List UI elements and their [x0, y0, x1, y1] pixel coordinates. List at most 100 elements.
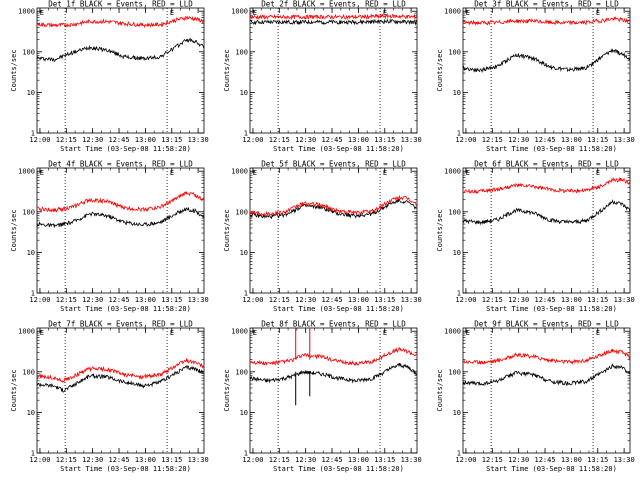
y-tick-label: 1 — [31, 290, 35, 298]
x-tick-label: 12:45 — [108, 456, 129, 464]
x-tick-label: 12:15 — [269, 456, 290, 464]
x-tick-label: 12:00 — [455, 456, 476, 464]
x-axis-label: Start Time (03-Sep-08 11:58:20) — [273, 465, 404, 473]
x-tick-label: 12:45 — [321, 456, 342, 464]
chart-panel-6: Det 6f BLACK = Events, RED = LLD 1 10 100 10… — [426, 160, 639, 320]
y-tick-label: 100 — [235, 208, 248, 216]
e-marker: E — [253, 9, 257, 17]
series-line-lld — [36, 357, 205, 383]
y-tick-label: 1 — [457, 450, 461, 458]
chart-panel-8: Det 8f BLACK = Events, RED = LLD 1 10 100 10… — [213, 320, 426, 480]
chart-svg: Det 4f BLACK = Events, RED = LLD 1 10 100 10… — [10, 160, 209, 314]
y-tick-label: 100 — [235, 48, 248, 56]
series-line-lld — [36, 15, 205, 29]
plot-frame — [249, 327, 418, 454]
x-tick-label: 12:30 — [508, 456, 529, 464]
y-tick-label: 10 — [240, 89, 248, 97]
chart-title: Det 3f BLACK = Events, RED = LLD — [474, 0, 619, 9]
y-tick-label: 100 — [448, 48, 461, 56]
series-line-events — [36, 37, 205, 62]
y-axis-label: Counts/sec — [10, 369, 18, 411]
series-line-events — [462, 48, 631, 73]
x-tick-label: 13:15 — [374, 456, 395, 464]
e-marker: E — [253, 329, 257, 337]
x-tick-label: 12:00 — [242, 136, 263, 144]
x-tick-label: 13:30 — [188, 296, 209, 304]
e-marker: E — [40, 9, 44, 17]
y-tick-label: 100 — [448, 368, 461, 376]
y-axis-label: Counts/sec — [223, 49, 231, 91]
e-marker: E — [466, 329, 470, 337]
x-tick-label: 13:30 — [614, 456, 635, 464]
y-tick-label: 100 — [22, 48, 35, 56]
x-tick-label: 13:30 — [401, 296, 422, 304]
series-line-lld — [462, 348, 631, 365]
series-line-events — [249, 362, 417, 384]
chart-title: Det 5f BLACK = Events, RED = LLD — [261, 160, 406, 169]
y-tick-label: 1000 — [231, 8, 248, 16]
chart-svg: Det 2f BLACK = Events, RED = LLD 1 10 100 10… — [223, 0, 422, 153]
x-tick-label: 13:00 — [561, 296, 582, 304]
y-axis-label: Counts/sec — [223, 209, 231, 251]
y-tick-label: 1 — [244, 130, 248, 138]
x-tick-label: 12:45 — [534, 296, 555, 304]
x-tick-label: 12:45 — [321, 296, 342, 304]
series-line-events — [249, 197, 417, 220]
y-tick-label: 1 — [457, 130, 461, 138]
y-tick-label: 10 — [27, 409, 35, 417]
chart-title: Det 2f BLACK = Events, RED = LLD — [261, 0, 406, 9]
chart-svg: Det 8f BLACK = Events, RED = LLD 1 10 100 10… — [223, 320, 422, 474]
x-tick-label: 13:30 — [401, 456, 422, 464]
e-marker: E — [253, 169, 257, 177]
series-line-events — [36, 207, 205, 229]
series-line-lld — [462, 176, 631, 195]
plot-frame — [249, 7, 418, 134]
e-marker: E — [170, 169, 174, 177]
x-tick-label: 12:00 — [29, 456, 50, 464]
series-line-events — [462, 363, 631, 387]
series-line-lld — [249, 347, 417, 366]
chart-svg: Det 1f BLACK = Events, RED = LLD 1 10 100 10… — [10, 0, 209, 153]
chart-panel-1: Det 1f BLACK = Events, RED = LLD 1 10 100 10… — [0, 0, 213, 160]
chart-title: Det 7f BLACK = Events, RED = LLD — [48, 320, 193, 329]
x-axis-label: Start Time (03-Sep-08 11:58:20) — [60, 145, 191, 153]
x-tick-label: 13:00 — [348, 136, 369, 144]
x-tick-label: 12:00 — [455, 136, 476, 144]
x-tick-label: 12:15 — [269, 136, 290, 144]
y-tick-label: 10 — [240, 409, 248, 417]
series-line-events — [462, 199, 631, 226]
x-tick-label: 12:00 — [29, 136, 50, 144]
x-tick-label: 13:15 — [587, 136, 608, 144]
chart-panel-9: Det 9f BLACK = Events, RED = LLD 1 10 100 10… — [426, 320, 639, 480]
x-tick-label: 13:00 — [561, 456, 582, 464]
y-tick-label: 10 — [453, 249, 461, 257]
x-tick-label: 12:15 — [56, 136, 77, 144]
x-axis-label: Start Time (03-Sep-08 11:58:20) — [60, 305, 191, 313]
x-tick-label: 12:45 — [321, 136, 342, 144]
e-marker: E — [383, 169, 387, 177]
x-tick-label: 12:00 — [242, 296, 263, 304]
y-axis-label: Counts/sec — [436, 49, 444, 91]
x-tick-label: 13:00 — [135, 456, 156, 464]
x-tick-label: 12:15 — [56, 456, 77, 464]
plot-frame — [36, 167, 205, 294]
e-marker: E — [170, 329, 174, 337]
plot-frame — [462, 167, 631, 294]
y-tick-label: 1 — [31, 130, 35, 138]
e-marker: E — [466, 9, 470, 17]
x-tick-label: 12:30 — [295, 456, 316, 464]
plot-frame — [249, 167, 418, 294]
x-tick-label: 12:15 — [482, 296, 503, 304]
x-tick-label: 13:30 — [401, 136, 422, 144]
y-tick-label: 1000 — [444, 168, 461, 176]
x-tick-label: 12:15 — [482, 136, 503, 144]
x-tick-label: 13:30 — [188, 136, 209, 144]
y-tick-label: 1000 — [231, 328, 248, 336]
y-tick-label: 100 — [448, 208, 461, 216]
x-axis-label: Start Time (03-Sep-08 11:58:20) — [486, 145, 617, 153]
e-marker: E — [170, 9, 174, 17]
y-tick-label: 100 — [22, 368, 35, 376]
chart-panel-4: Det 4f BLACK = Events, RED = LLD 1 10 100 10… — [0, 160, 213, 320]
y-tick-label: 100 — [235, 368, 248, 376]
